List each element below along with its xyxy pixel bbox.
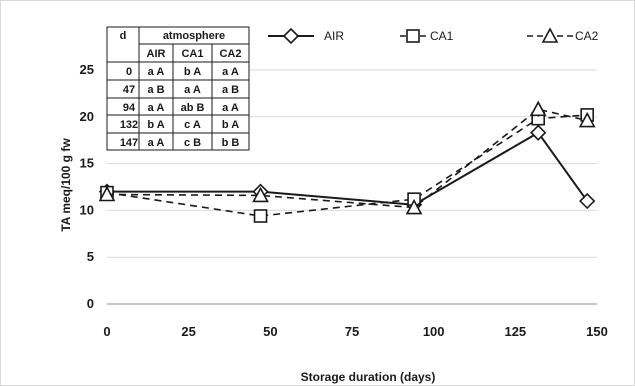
- y-tick-labels: 0 5 10 15 20 25: [80, 62, 94, 311]
- table-cell: a A: [148, 66, 165, 78]
- table-cell: ab B: [181, 102, 205, 114]
- series-group: [98, 100, 596, 223]
- table-cell: b A: [184, 66, 201, 78]
- legend-entry-ca1: CA1: [400, 29, 454, 43]
- x-tick-label: 125: [504, 324, 526, 339]
- y-tick-label: 10: [80, 202, 94, 217]
- legend: AIR CA1 CA2: [268, 27, 599, 45]
- y-tick-label: 0: [87, 296, 94, 311]
- table-cell: a A: [222, 102, 239, 114]
- table-row-day: 0: [126, 66, 132, 78]
- y-tick-label: 5: [87, 249, 94, 264]
- table-cell: a A: [222, 66, 239, 78]
- table-column-header: CA2: [219, 48, 241, 60]
- y-tick-label: 15: [80, 156, 94, 171]
- legend-marker-ca1: [406, 29, 420, 43]
- legend-label-ca1: CA1: [430, 29, 454, 43]
- legend-label-air: AIR: [324, 29, 344, 43]
- x-tick-label: 0: [103, 324, 110, 339]
- table-border: [106, 26, 250, 151]
- table-cell: a A: [184, 84, 201, 96]
- table-cell: a A: [148, 102, 165, 114]
- data-point-ca2: [405, 198, 423, 215]
- table-cell: c A: [184, 119, 201, 131]
- x-tick-label: 100: [423, 324, 445, 339]
- legend-marker-air: [282, 27, 300, 45]
- x-tick-label: 150: [586, 324, 608, 339]
- data-point-air: [579, 192, 596, 210]
- table-cell: b A: [222, 119, 239, 131]
- table-header-atmosphere: atmosphere: [163, 30, 225, 42]
- table-row-day: 94: [123, 102, 136, 114]
- significance-table: d atmosphere AIR CA1 CA2 0 a A b A a A 47 a B a A a …: [106, 26, 250, 151]
- table-cell: b B: [222, 137, 240, 149]
- legend-entry-air: AIR: [268, 27, 344, 45]
- y-axis-title: TA meq/100 g fw: [59, 138, 73, 232]
- data-point-ca1: [253, 209, 268, 223]
- table-cell: b A: [147, 119, 164, 131]
- data-point-ca2: [98, 185, 116, 202]
- table-column-header: CA1: [181, 48, 203, 60]
- table-row-day: 132: [120, 119, 138, 131]
- data-point-ca2: [578, 111, 596, 128]
- series-line-ca2: [106, 108, 588, 209]
- y-tick-label: 25: [80, 62, 94, 77]
- x-tick-label: 75: [345, 324, 359, 339]
- legend-entry-ca2: CA2: [527, 27, 599, 43]
- table-cell: a B: [147, 84, 164, 96]
- x-tick-label: 50: [263, 324, 277, 339]
- data-point-ca2: [252, 186, 269, 203]
- table-cell: c B: [184, 137, 201, 149]
- table-cell: a A: [148, 137, 165, 149]
- data-point-air: [530, 124, 547, 141]
- x-tick-labels: 0 25 50 75 100 125 150: [103, 324, 607, 339]
- table-row-day: 47: [123, 84, 135, 96]
- series-ca2: [98, 100, 596, 215]
- legend-label-ca2: CA2: [575, 29, 599, 43]
- x-tick-label: 25: [181, 324, 195, 339]
- data-point-ca2: [529, 100, 547, 117]
- table-header-d: d: [120, 30, 127, 42]
- table-column-header: AIR: [147, 48, 166, 60]
- x-axis-title: Storage duration (days): [301, 370, 436, 384]
- y-tick-label: 20: [80, 109, 94, 124]
- table-row-day: 147: [120, 137, 138, 149]
- series-line-ca1: [106, 114, 588, 217]
- table-cell: a B: [222, 84, 239, 96]
- legend-marker-ca2: [541, 27, 559, 43]
